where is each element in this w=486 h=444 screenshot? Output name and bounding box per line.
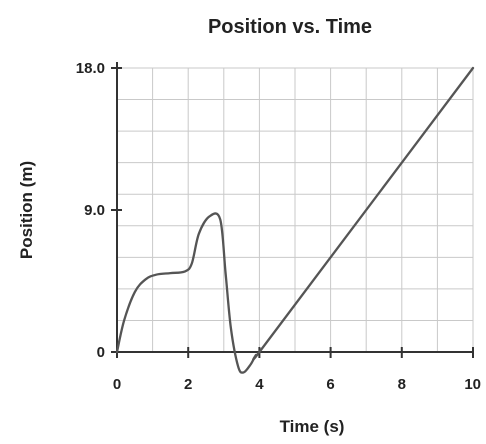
y-tick-label: 18.0 xyxy=(76,60,105,77)
chart-title: Position vs. Time xyxy=(208,16,372,38)
x-tick-label: 8 xyxy=(398,376,406,393)
x-axis-label: Time (s) xyxy=(280,417,345,436)
y-tick-label: 9.0 xyxy=(84,202,105,219)
position-series-line xyxy=(115,66,475,374)
x-tick-label: 10 xyxy=(464,376,481,393)
axes xyxy=(116,62,473,353)
y-tick-label: 0 xyxy=(97,344,105,361)
y-axis-label: Position (m) xyxy=(17,161,36,259)
x-tick-labels: 0 2 4 6 8 10 xyxy=(113,376,481,393)
grid-lines xyxy=(117,67,474,352)
tick-marks xyxy=(111,67,474,358)
x-tick-label: 6 xyxy=(326,376,334,393)
x-tick-label: 4 xyxy=(255,376,264,393)
x-tick-label: 0 xyxy=(113,376,121,393)
x-tick-label: 2 xyxy=(184,376,192,393)
y-tick-labels: 0 9.0 18.0 xyxy=(76,60,105,361)
series-group xyxy=(115,66,475,374)
